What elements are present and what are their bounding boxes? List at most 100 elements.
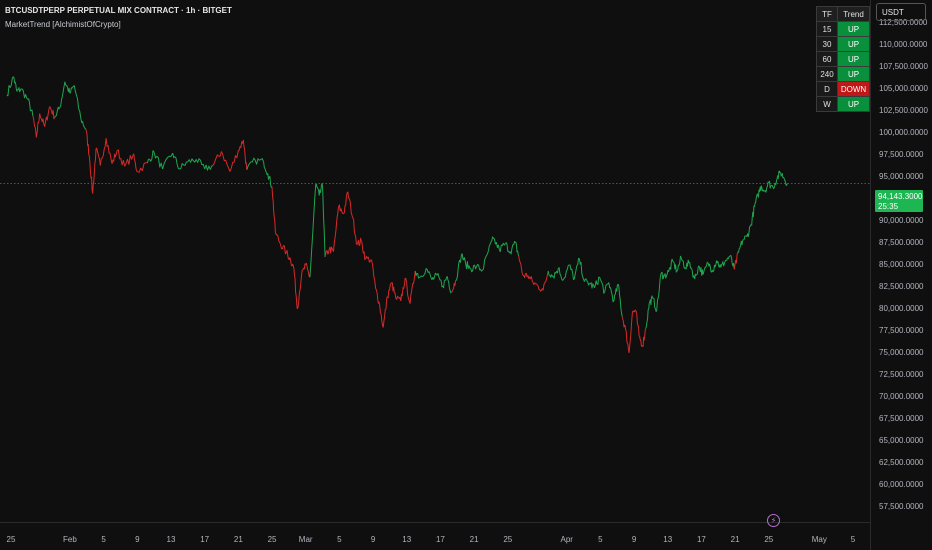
chart-header: BTCUSDTPERP PERPETUAL MIX CONTRACT · 1h … [5, 5, 232, 31]
price-segment [69, 85, 75, 94]
symbol-title[interactable]: BTCUSDTPERP PERPETUAL MIX CONTRACT · 1h … [5, 6, 232, 15]
y-tick-label: 80,000.0000 [879, 304, 924, 313]
price-segment [537, 285, 544, 292]
x-tick-label: 21 [234, 535, 243, 544]
x-tick-label: 21 [731, 535, 740, 544]
x-tick-label: Feb [63, 535, 77, 544]
trend-row-tf: W [816, 96, 838, 112]
y-tick-label: 110,000.0000 [879, 40, 928, 49]
y-tick-label: 95,000.0000 [879, 172, 924, 181]
x-tick-label: May [812, 535, 827, 544]
y-tick-label: 57,500.0000 [879, 502, 924, 511]
price-segment [698, 265, 704, 276]
trend-row-tf: D [816, 81, 838, 97]
price-segment [635, 310, 640, 337]
y-tick-label: 67,500.0000 [879, 414, 924, 423]
price-segment [764, 181, 770, 193]
price-segment [305, 262, 311, 278]
price-segment [85, 129, 90, 157]
x-tick-label: 25 [7, 535, 16, 544]
price-segment [111, 150, 118, 164]
y-tick-label: 97,500.0000 [879, 150, 924, 159]
y-tick-label: 90,000.0000 [879, 216, 924, 225]
price-segment [246, 157, 256, 170]
price-segment [32, 116, 37, 138]
y-axis: 57,500.0000 60,000.0000 62,500.0000 65,000.… [879, 18, 928, 511]
price-segment [105, 138, 113, 164]
price-segment [162, 152, 174, 170]
trend-row-tf: 240 [816, 66, 838, 82]
trend-row-tf: 30 [816, 36, 838, 52]
price-segment [293, 268, 298, 309]
price-segment [400, 278, 406, 302]
x-tick-label: 5 [598, 535, 603, 544]
price-segment [431, 272, 438, 280]
x-tick-label: 13 [402, 535, 411, 544]
price-segment [729, 254, 735, 270]
y-tick-label: 87,500.0000 [879, 238, 924, 247]
price-segment [64, 81, 71, 94]
price-segment [88, 155, 94, 194]
price-segment [625, 329, 630, 353]
trend-row: 30 UP [816, 36, 870, 52]
price-segment [487, 236, 494, 251]
price-segment [547, 270, 554, 278]
price-segment [318, 183, 323, 196]
price-segment [631, 309, 637, 313]
price-segment [613, 283, 619, 302]
trend-row: W UP [816, 96, 870, 112]
price-segment [482, 250, 489, 271]
x-tick-label: 5 [851, 535, 856, 544]
price-segment [642, 328, 647, 348]
currency-button[interactable]: USDT [876, 3, 926, 21]
x-tick-label: 17 [436, 535, 445, 544]
price-segment [35, 113, 41, 138]
price-segment [49, 106, 56, 120]
trend-row: 240 UP [816, 66, 870, 82]
price-segment [39, 113, 46, 127]
price-segment [301, 263, 307, 276]
price-segment [465, 261, 471, 270]
price-segment [333, 206, 339, 252]
indicator-label[interactable]: MarketTrend [AlchimistOfCrypto] [5, 20, 121, 29]
price-segment [221, 151, 231, 172]
y-tick-label: 75,000.0000 [879, 348, 924, 357]
y-tick-label: 82,500.0000 [879, 282, 924, 291]
price-segment [347, 191, 354, 219]
current-price-value: 94,143.3000 [878, 192, 923, 201]
price-segment [425, 268, 433, 281]
price-segment [716, 260, 722, 268]
price-segment [6, 76, 14, 97]
lightning-icon[interactable]: ⚡ [767, 514, 780, 527]
price-segment [652, 297, 658, 312]
price-segment [263, 161, 269, 176]
price-segment [542, 270, 549, 291]
price-segment [676, 255, 682, 272]
price-segment [271, 186, 276, 233]
price-segment [195, 158, 206, 170]
price-segment [274, 232, 281, 245]
price-segment [343, 191, 349, 215]
y-tick-label: 100,000.0000 [879, 128, 928, 137]
price-segment [757, 185, 762, 198]
price-segment [562, 264, 570, 281]
trend-row-tf: 15 [816, 21, 838, 37]
price-segment [375, 288, 380, 304]
price-segment [315, 183, 320, 196]
y-tick-label: 105,000.0000 [879, 84, 928, 93]
price-segment [391, 282, 397, 299]
price-segment [573, 257, 580, 280]
price-segment [569, 264, 575, 281]
price-segment [324, 248, 330, 258]
price-segment [617, 284, 623, 317]
price-segment [80, 118, 87, 130]
price-segment [204, 164, 214, 171]
price-segment [720, 261, 726, 268]
price-segment [518, 256, 524, 276]
price-segment [21, 88, 29, 100]
y-tick-label: 85,000.0000 [879, 260, 924, 269]
price-segment [132, 153, 138, 172]
price-segment [668, 258, 674, 273]
price-segment [16, 87, 22, 93]
